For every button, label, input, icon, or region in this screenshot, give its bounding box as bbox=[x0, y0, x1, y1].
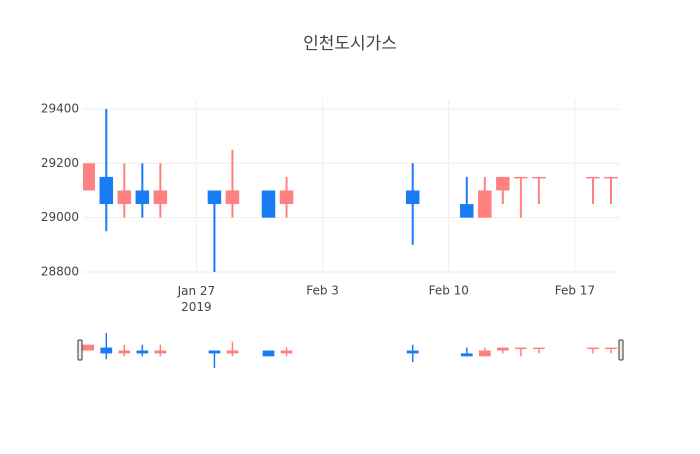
candle-body bbox=[514, 176, 528, 179]
candle-body bbox=[460, 353, 473, 357]
candle-body bbox=[99, 176, 114, 205]
y-tick-label: 28800 bbox=[41, 265, 79, 279]
candle-body bbox=[532, 176, 546, 179]
x-tick-label: Jan 27 2019 bbox=[177, 284, 216, 314]
candle-body bbox=[533, 347, 545, 350]
candle-body bbox=[496, 347, 509, 351]
candle-body bbox=[406, 350, 419, 354]
candle-body bbox=[515, 347, 527, 350]
candle-body bbox=[605, 347, 617, 350]
candle-body bbox=[154, 350, 167, 354]
candle-body bbox=[226, 350, 239, 354]
candle-body bbox=[135, 190, 150, 205]
candle-body bbox=[225, 190, 240, 205]
x-tick-label: Feb 3 bbox=[306, 284, 339, 298]
candle-body bbox=[208, 350, 221, 354]
candle-body bbox=[261, 190, 276, 218]
candle-body bbox=[587, 347, 599, 350]
candle-body bbox=[83, 163, 96, 191]
y-tick-label: 29200 bbox=[41, 156, 79, 170]
y-tick-label: 29000 bbox=[41, 210, 79, 224]
candle-body bbox=[82, 344, 95, 351]
candle-body bbox=[207, 190, 222, 205]
candle-body bbox=[279, 190, 294, 205]
range-handle bbox=[618, 339, 624, 361]
x-tick-label: Feb 10 bbox=[429, 284, 469, 298]
range-handle bbox=[77, 339, 83, 361]
candle-body bbox=[405, 190, 420, 205]
candle-body bbox=[604, 176, 618, 179]
candle-body bbox=[153, 190, 168, 205]
candle-body bbox=[136, 350, 149, 354]
candle-body bbox=[496, 176, 510, 191]
candle-body bbox=[117, 190, 132, 205]
candle-body bbox=[262, 350, 275, 357]
candle-body bbox=[478, 350, 491, 357]
y-tick-label: 29400 bbox=[41, 101, 79, 115]
candle-body bbox=[118, 350, 131, 354]
candle-body bbox=[586, 176, 600, 179]
candle-body bbox=[460, 204, 474, 218]
candle-body bbox=[100, 347, 113, 354]
x-tick-label: Feb 17 bbox=[555, 284, 595, 298]
chart-title: 인천도시가스 bbox=[303, 34, 397, 54]
candle-body bbox=[478, 190, 492, 218]
candle-body bbox=[280, 350, 293, 354]
